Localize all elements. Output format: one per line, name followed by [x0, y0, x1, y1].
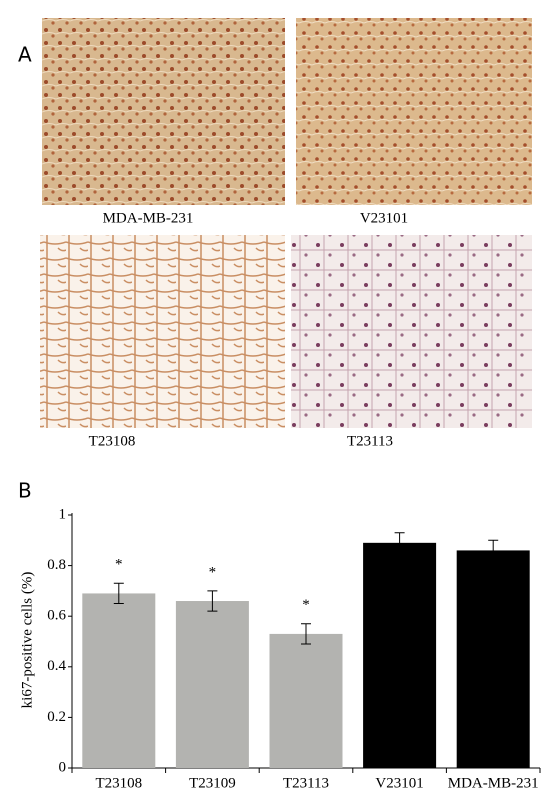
significance-marker: * — [209, 564, 217, 580]
y-tick-label: 1 — [59, 506, 67, 522]
x-tick-label: MDA-MB-231 — [448, 775, 539, 791]
panel-label: B — [18, 479, 32, 503]
panel-label: A — [18, 43, 32, 67]
bar — [269, 633, 343, 768]
bar — [82, 593, 156, 768]
micrograph — [291, 235, 532, 428]
caption: T23113 — [347, 433, 393, 449]
bar — [456, 550, 530, 768]
y-tick-label: 0.2 — [47, 709, 66, 725]
y-axis-label: ki67-positive cells (%) — [19, 572, 35, 709]
caption: T23108 — [89, 433, 136, 449]
y-tick-label: 0.6 — [47, 608, 66, 624]
y-tick-label: 0.4 — [47, 658, 66, 674]
micrograph — [42, 18, 285, 205]
y-tick-label: 0 — [59, 759, 67, 775]
x-tick-label: V23101 — [375, 775, 423, 791]
error-bar — [113, 582, 124, 605]
error-bar — [301, 623, 311, 645]
x-tick-label: T23109 — [189, 775, 236, 791]
micrograph — [40, 235, 285, 428]
significance-marker: * — [115, 557, 123, 573]
significance-marker: * — [302, 597, 310, 613]
bar — [363, 542, 437, 768]
error-bar — [488, 539, 499, 562]
x-tick-label: T23113 — [283, 775, 329, 791]
bar — [175, 601, 249, 768]
caption: MDA-MB-231 — [103, 210, 194, 226]
caption: V23101 — [360, 210, 408, 226]
micrograph — [296, 18, 532, 205]
error-bar — [394, 532, 405, 554]
error-bar — [207, 590, 218, 612]
y-tick-label: 0.8 — [47, 557, 66, 573]
x-tick-label: T23108 — [95, 775, 142, 791]
